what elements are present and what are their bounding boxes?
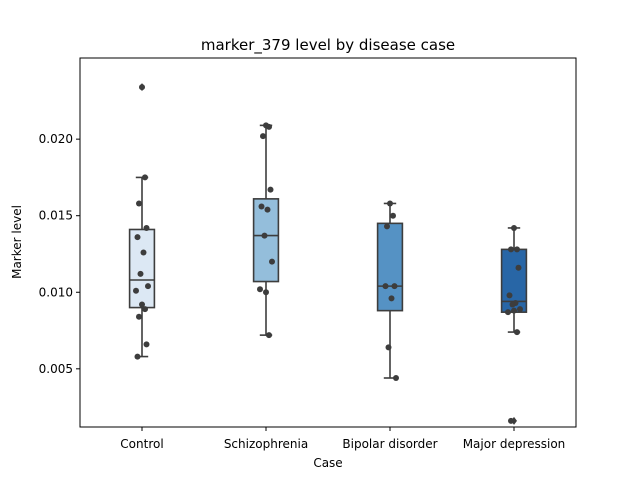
- data-point: [384, 223, 390, 230]
- data-point: [506, 292, 513, 299]
- x-axis-label: Case: [313, 456, 342, 470]
- data-point: [145, 283, 151, 290]
- y-tick-label: 0.010: [39, 285, 73, 299]
- data-point: [261, 232, 268, 239]
- box: [252, 198, 280, 283]
- data-point: [385, 344, 392, 351]
- data-point: [509, 301, 516, 308]
- data-point: [143, 341, 150, 348]
- data-point: [391, 283, 398, 290]
- data-point: [143, 224, 150, 231]
- data-point: [260, 133, 266, 140]
- data-point: [136, 200, 142, 207]
- data-point: [387, 200, 393, 207]
- x-tick-label: Control: [120, 437, 163, 451]
- data-point: [263, 289, 269, 296]
- data-point: [267, 186, 274, 193]
- plot-frame: [79, 57, 577, 428]
- chart-title: marker_379 level by disease case: [201, 36, 455, 55]
- data-point: [505, 309, 511, 316]
- data-point: [511, 224, 517, 231]
- x-tick-label: Major depression: [463, 437, 566, 451]
- x-tick-label: Bipolar disorder: [342, 437, 437, 451]
- data-point: [137, 270, 144, 277]
- plot-layer: [128, 83, 528, 425]
- box: [128, 228, 156, 309]
- x-tick-label: Schizophrenia: [224, 437, 308, 451]
- data-point: [139, 301, 145, 308]
- data-point: [508, 417, 514, 424]
- data-point: [134, 353, 141, 360]
- y-axis-label: Marker level: [10, 205, 24, 279]
- data-point: [257, 286, 263, 293]
- data-point: [511, 307, 517, 314]
- data-point: [142, 174, 148, 181]
- data-point: [133, 287, 139, 294]
- data-point: [266, 123, 272, 130]
- data-point: [269, 258, 275, 265]
- data-point: [508, 246, 514, 253]
- axes-layer: 0.005 0.010 0.015 0.020 Control Schizophrenia…: [39, 132, 566, 451]
- data-point: [264, 206, 271, 213]
- y-tick-label: 0.015: [39, 209, 73, 223]
- data-point: [388, 295, 395, 302]
- data-point: [517, 306, 523, 313]
- data-point: [266, 332, 272, 339]
- data-point: [140, 249, 147, 256]
- data-point: [134, 234, 141, 241]
- y-tick-label: 0.005: [39, 362, 73, 376]
- y-tick-label: 0.020: [39, 132, 73, 146]
- data-point: [515, 264, 522, 271]
- data-point: [514, 246, 520, 253]
- data-point: [136, 313, 142, 320]
- data-point: [393, 375, 399, 382]
- data-point: [142, 306, 148, 313]
- data-point: [390, 212, 396, 219]
- data-point: [258, 203, 265, 210]
- data-point: [139, 84, 145, 91]
- data-point: [514, 329, 520, 336]
- data-point: [382, 283, 389, 290]
